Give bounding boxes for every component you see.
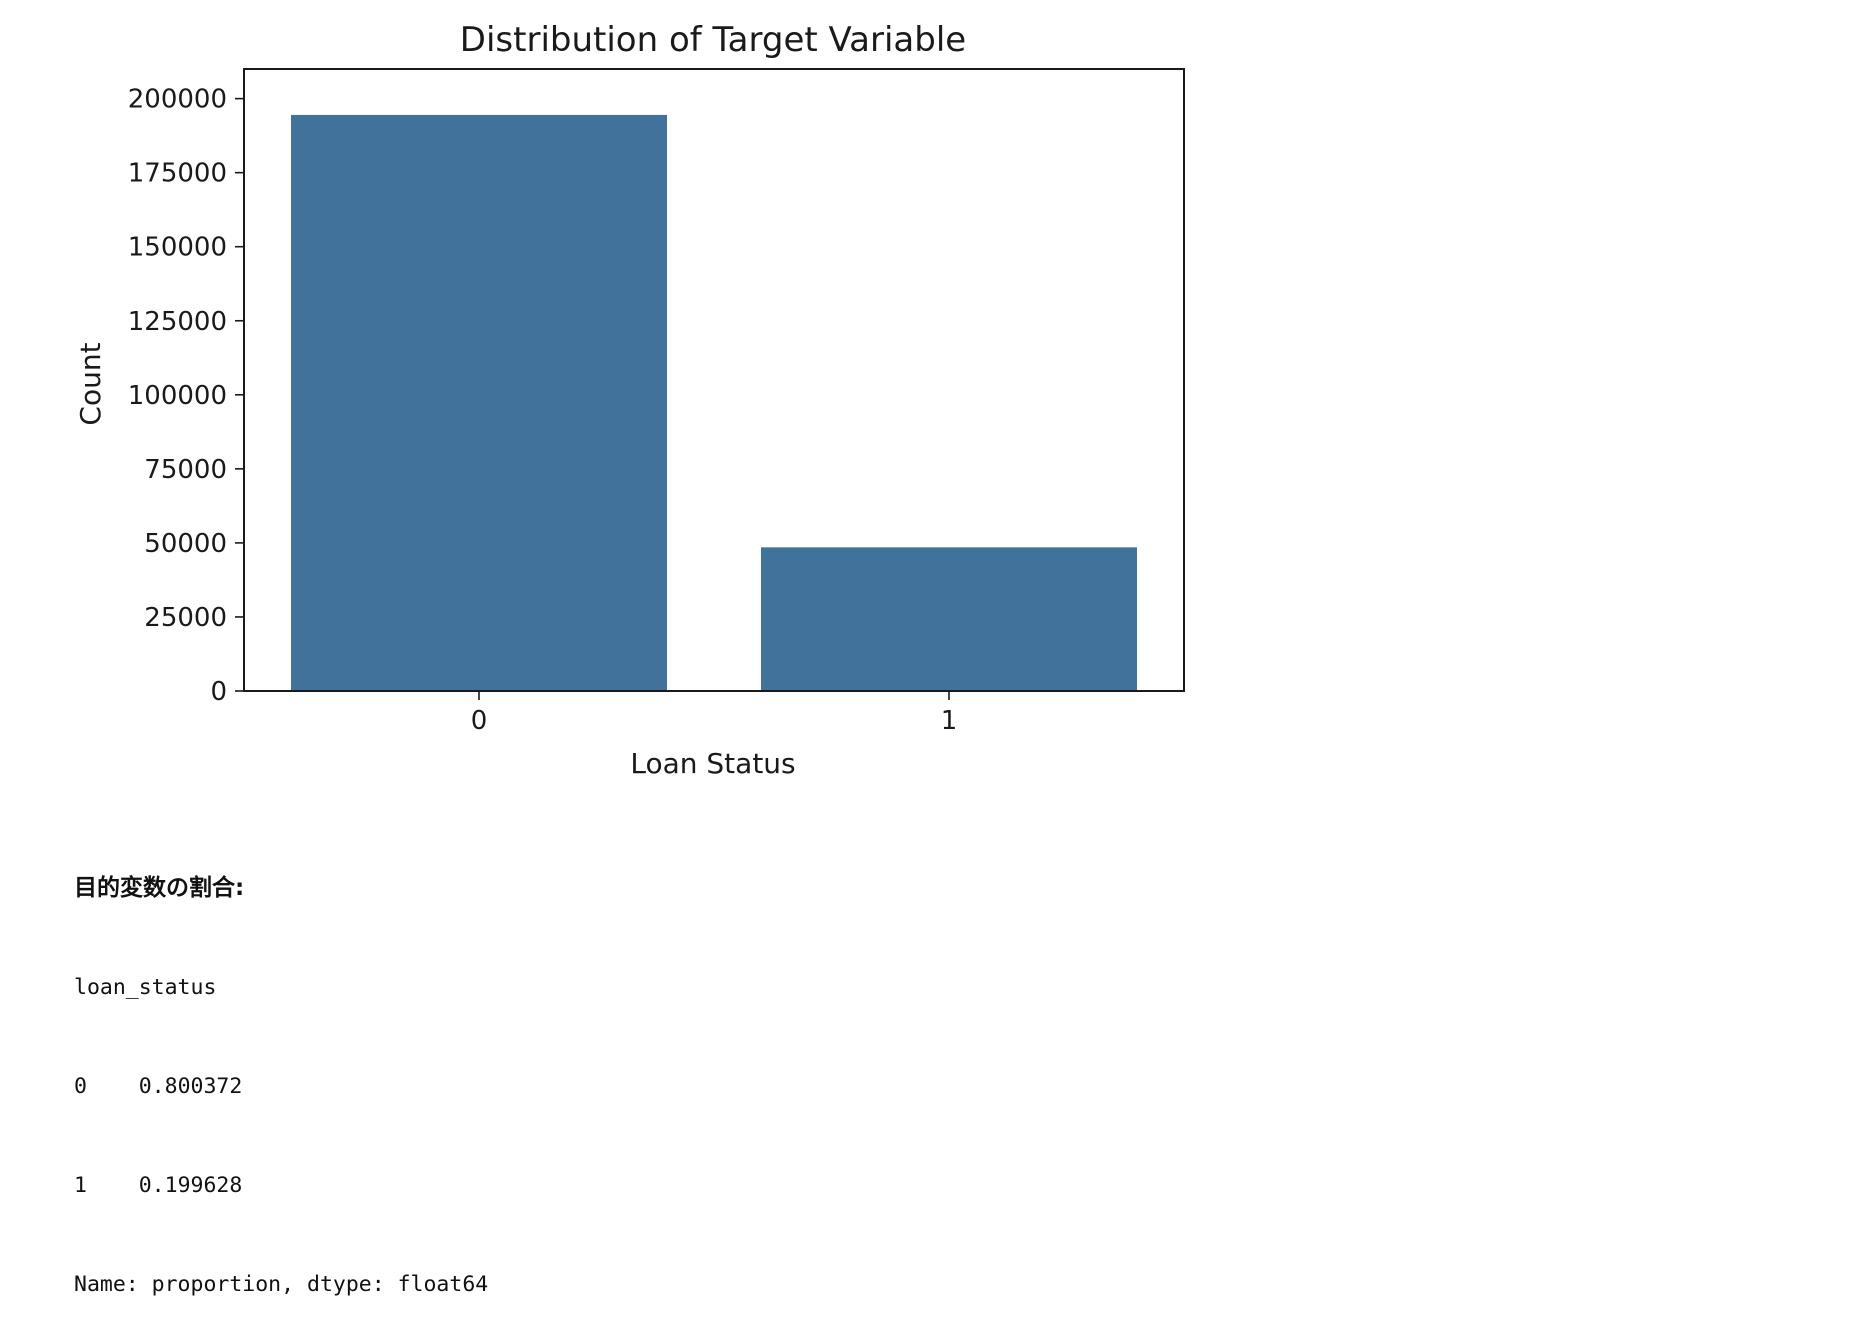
output-value: 0.800372 bbox=[138, 1074, 243, 1099]
output-index: 1 bbox=[74, 1173, 87, 1198]
y-tick-label: 25000 bbox=[144, 603, 227, 633]
y-tick-label: 150000 bbox=[128, 233, 227, 263]
output-row-0: 0 0.800372 bbox=[74, 1070, 488, 1103]
proportion-output: 目的変数の割合: loan_status 0 0.800372 1 0.1996… bbox=[74, 806, 488, 1334]
plot-area: 0 1 0 25000 50000 75000 100000 125000 150000 1750… bbox=[128, 68, 1185, 736]
y-tick-label: 75000 bbox=[144, 455, 227, 485]
output-footer: Name: proportion, dtype: float64 bbox=[74, 1272, 489, 1297]
output-index: 0 bbox=[74, 1074, 87, 1099]
axes-frame bbox=[243, 68, 1185, 692]
output-value: 0.199628 bbox=[138, 1173, 243, 1198]
x-axis-label: Loan Status bbox=[630, 747, 795, 780]
output-row-1: 1 0.199628 bbox=[74, 1169, 488, 1202]
chart-figure: 0 1 0 25000 50000 75000 100000 125000 150000 1750… bbox=[74, 20, 1185, 780]
chart-title: Distribution of Target Variable bbox=[460, 20, 966, 60]
y-axis-label: Count bbox=[74, 342, 107, 425]
y-tick-label: 100000 bbox=[128, 381, 227, 411]
bar-0 bbox=[291, 114, 667, 691]
y-tick-label: 175000 bbox=[128, 159, 227, 189]
x-tick-label: 0 bbox=[471, 706, 488, 736]
y-tick-label: 125000 bbox=[128, 307, 227, 337]
x-tick-label: 1 bbox=[941, 706, 958, 736]
y-tick-label: 200000 bbox=[128, 85, 227, 115]
output-header: 目的変数の割合: bbox=[74, 875, 245, 901]
y-tick-label: 50000 bbox=[144, 529, 227, 559]
bar-1 bbox=[761, 547, 1137, 691]
y-tick-label: 0 bbox=[210, 677, 227, 707]
